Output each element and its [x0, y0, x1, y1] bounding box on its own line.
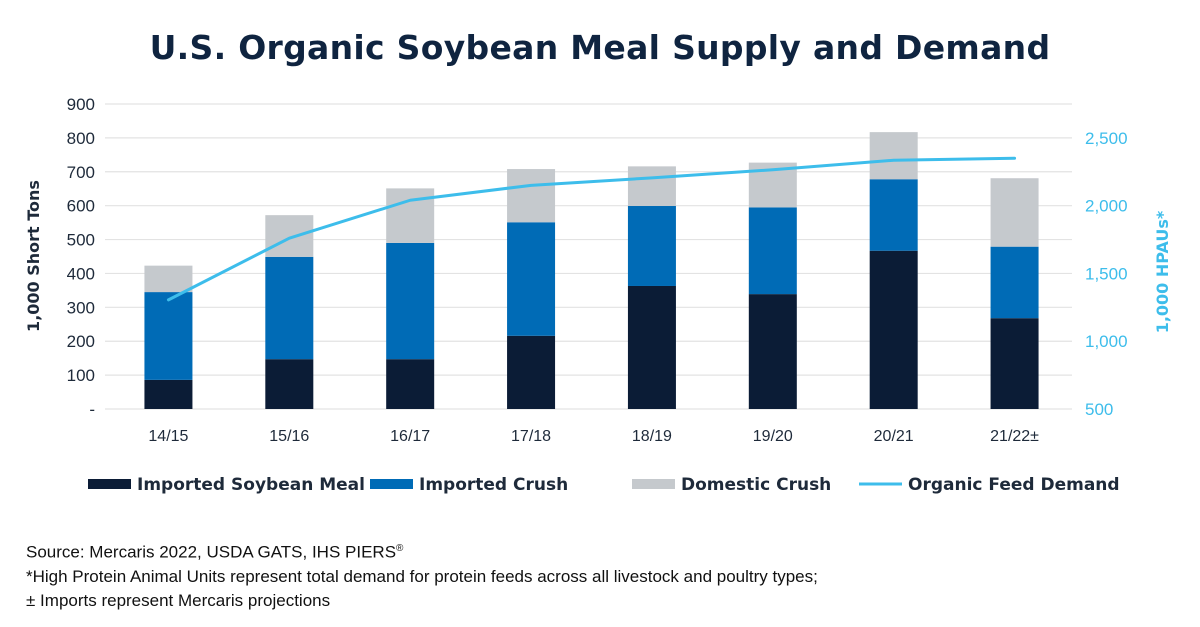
- bar-imported-soybean-meal: [265, 359, 314, 409]
- source-note: Source: Mercaris 2022, USDA GATS, IHS PI…: [26, 537, 818, 565]
- y-tick-label: 900: [67, 95, 95, 114]
- y-tick-label: 100: [67, 366, 95, 385]
- y2-tick-label: 500: [1085, 400, 1113, 419]
- x-tick-label: 18/19: [632, 428, 672, 445]
- bar-imported-crush: [386, 242, 435, 360]
- y-tick-label: 600: [67, 197, 95, 216]
- legend-label: Imported Soybean Meal: [137, 475, 365, 495]
- bar-domestic-crush: [265, 215, 314, 257]
- bar-imported-crush: [748, 207, 797, 295]
- legend: Imported Soybean Meal Imported Crush Domes…: [88, 475, 1120, 495]
- hpau-note: *High Protein Animal Units represent tot…: [26, 566, 818, 586]
- footnotes: Source: Mercaris 2022, USDA GATS, IHS PI…: [26, 537, 818, 613]
- bar-imported-crush: [990, 246, 1039, 319]
- y-tick-label: -: [89, 400, 95, 419]
- axes: - 100 200 300 400 500 600 700 800 900 500 1,000 1,50…: [67, 95, 1128, 445]
- gridlines: [105, 103, 1072, 410]
- chart-title: U.S. Organic Soybean Meal Supply and Dem…: [149, 28, 1051, 67]
- bar-imported-crush: [869, 179, 918, 251]
- y2-tick-label: 2,500: [1085, 129, 1128, 148]
- imports-note: ± Imports represent Mercaris projections: [26, 590, 331, 610]
- bar-domestic-crush: [386, 188, 435, 243]
- bar-imported-soybean-meal: [748, 294, 797, 409]
- legend-swatch: [370, 479, 413, 489]
- line-organic-feed-demand: [166, 156, 1017, 302]
- x-tick-label: 14/15: [148, 428, 188, 445]
- y-tick-label: 700: [67, 163, 95, 182]
- y2-tick-label: 1,500: [1085, 264, 1128, 283]
- bar-imported-soybean-meal: [869, 250, 918, 409]
- bar-domestic-crush: [990, 178, 1039, 247]
- registered-mark: ®: [396, 543, 404, 554]
- y-tick-label: 200: [67, 332, 95, 351]
- bar-imported-crush: [265, 256, 314, 360]
- demand-line-layer: [166, 156, 1017, 302]
- bar-imported-soybean-meal: [144, 379, 193, 409]
- legend-label: Imported Crush: [419, 475, 568, 495]
- bar-imported-crush: [144, 292, 193, 380]
- bar-imported-soybean-meal: [990, 318, 1039, 409]
- bars: [144, 132, 1039, 409]
- bar-imported-soybean-meal: [507, 335, 556, 409]
- bar-imported-soybean-meal: [386, 359, 435, 409]
- y-tick-label: 500: [67, 231, 95, 250]
- legend-swatch: [632, 479, 675, 489]
- y-axis-title: 1,000 Short Tons: [24, 180, 43, 332]
- legend-label: Domestic Crush: [681, 475, 831, 495]
- x-tick-label: 19/20: [753, 428, 793, 445]
- y2-tick-label: 1,000: [1085, 332, 1128, 351]
- x-tick-label: 15/16: [269, 428, 309, 445]
- x-tick-label: 17/18: [511, 428, 551, 445]
- x-tick-label: 20/21: [874, 428, 914, 445]
- y-tick-label: 400: [67, 264, 95, 283]
- y-tick-label: 800: [67, 129, 95, 148]
- legend-label: Organic Feed Demand: [908, 475, 1120, 495]
- bar-domestic-crush: [869, 132, 918, 180]
- x-tick-label: 16/17: [390, 428, 430, 445]
- bar-domestic-crush: [507, 169, 556, 223]
- bar-imported-soybean-meal: [627, 285, 676, 409]
- bar-domestic-crush: [627, 166, 676, 207]
- source-text: Source: Mercaris 2022, USDA GATS, IHS PI…: [26, 542, 397, 562]
- bar-imported-crush: [507, 222, 556, 336]
- bar-domestic-crush: [144, 265, 193, 293]
- y2-axis-title: 1,000 HPAUs*: [1153, 210, 1172, 333]
- bar-imported-crush: [627, 206, 676, 286]
- y-tick-label: 300: [67, 298, 95, 317]
- y2-tick-label: 2,000: [1085, 197, 1128, 216]
- legend-swatch: [88, 479, 131, 489]
- x-tick-label: 21/22±: [990, 428, 1039, 445]
